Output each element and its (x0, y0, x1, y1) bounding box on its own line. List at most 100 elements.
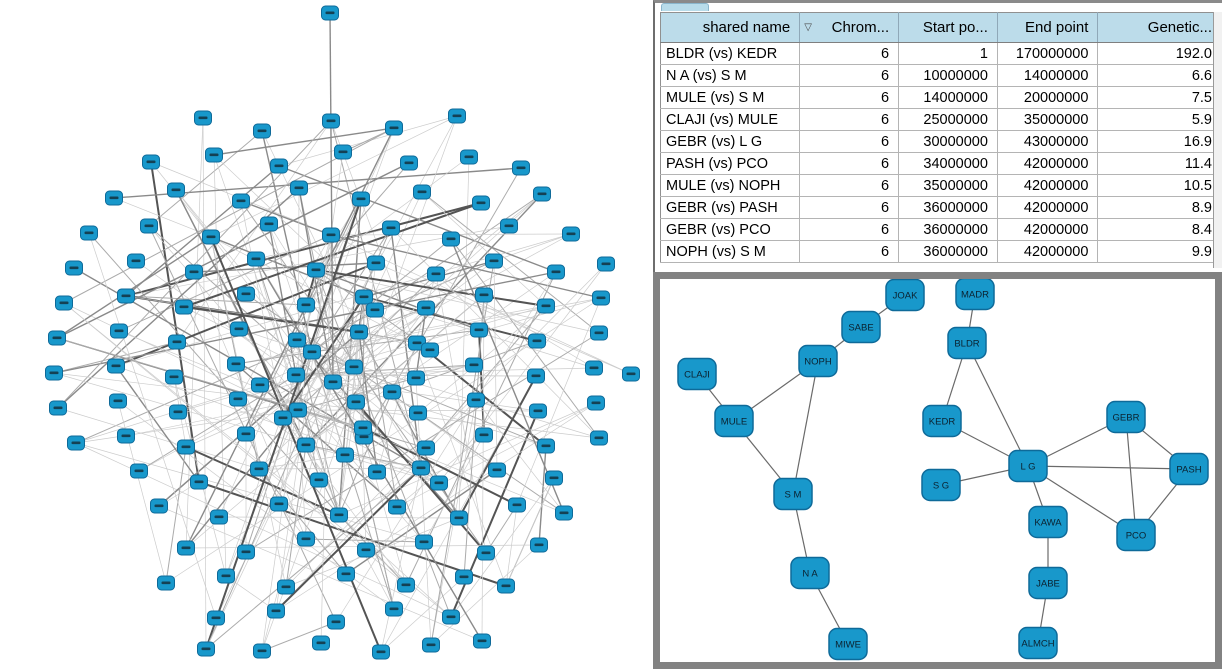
network-node[interactable] (251, 377, 269, 393)
network-node[interactable] (109, 393, 127, 409)
network-node[interactable] (190, 474, 208, 490)
network-node[interactable]: S G (921, 468, 961, 502)
network-node[interactable] (330, 507, 348, 523)
network-node[interactable] (470, 322, 488, 338)
network-node[interactable] (590, 325, 608, 341)
network-node[interactable] (322, 113, 340, 129)
network-node[interactable] (210, 509, 228, 525)
network-node[interactable] (427, 266, 445, 282)
network-node[interactable] (485, 253, 503, 269)
network-node[interactable]: MULE (714, 404, 754, 438)
network-node[interactable] (168, 334, 186, 350)
network-node[interactable] (537, 438, 555, 454)
network-node[interactable] (307, 262, 325, 278)
network-node[interactable] (253, 123, 271, 139)
network-node[interactable] (562, 226, 580, 242)
network-node[interactable] (165, 369, 183, 385)
network-node[interactable] (400, 155, 418, 171)
network-node[interactable]: CLAJI (677, 357, 717, 391)
network-node[interactable] (527, 368, 545, 384)
network-node[interactable] (422, 637, 440, 653)
network-node[interactable] (350, 324, 368, 340)
network-node[interactable] (197, 641, 215, 657)
network-node[interactable] (277, 579, 295, 595)
network-node[interactable] (417, 300, 435, 316)
network-node[interactable] (312, 635, 330, 651)
network-node[interactable] (430, 475, 448, 491)
network-node[interactable] (475, 287, 493, 303)
table-row[interactable]: GEBR (vs) L G 6 30000000 43000000 16.9 (660, 130, 1222, 153)
network-node[interactable] (327, 614, 345, 630)
table-row[interactable]: PASH (vs) PCO 6 34000000 42000000 11.4 (660, 152, 1222, 175)
column-header[interactable]: ▽ Chrom... (799, 12, 900, 43)
network-node[interactable] (382, 220, 400, 236)
table-row[interactable]: CLAJI (vs) MULE 6 25000000 35000000 5.9 (660, 108, 1222, 131)
network-node[interactable] (270, 158, 288, 174)
network-node[interactable] (237, 426, 255, 442)
network-node[interactable] (448, 108, 466, 124)
network-node[interactable] (413, 184, 431, 200)
network-node[interactable]: PCO (1116, 518, 1156, 552)
column-header[interactable]: End point (997, 12, 1099, 43)
network-node[interactable] (336, 447, 354, 463)
network-node[interactable] (297, 531, 315, 547)
network-node[interactable] (230, 321, 248, 337)
network-node[interactable] (477, 545, 495, 561)
network-node[interactable] (175, 299, 193, 315)
network-node[interactable] (289, 402, 307, 418)
network-node[interactable] (142, 154, 160, 170)
network-node[interactable] (237, 544, 255, 560)
network-node[interactable] (622, 366, 640, 382)
table-scrollbar[interactable] (1213, 12, 1222, 268)
network-node[interactable] (49, 400, 67, 416)
network-node[interactable] (337, 566, 355, 582)
network-edge[interactable] (1125, 416, 1137, 536)
network-node[interactable] (597, 256, 615, 272)
table-row[interactable]: GEBR (vs) PCO 6 36000000 42000000 8.4 (660, 218, 1222, 241)
network-node[interactable] (287, 367, 305, 383)
network-node[interactable]: MIWE (828, 627, 868, 661)
network-edge[interactable] (966, 342, 1029, 467)
network-node[interactable] (366, 302, 384, 318)
network-node[interactable] (512, 160, 530, 176)
network-node[interactable] (48, 330, 66, 346)
network-node[interactable] (117, 428, 135, 444)
network-node[interactable] (409, 405, 427, 421)
network-node[interactable] (545, 470, 563, 486)
network-node[interactable] (547, 264, 565, 280)
network-node[interactable]: PASH (1169, 452, 1209, 486)
table-row[interactable]: MULE (vs) NOPH 6 35000000 42000000 10.5 (660, 174, 1222, 197)
network-node[interactable] (67, 435, 85, 451)
network-node[interactable] (110, 323, 128, 339)
network-node[interactable] (45, 365, 63, 381)
network-node[interactable] (407, 370, 425, 386)
network-node[interactable] (324, 374, 342, 390)
network-node[interactable] (385, 601, 403, 617)
network-node[interactable] (290, 180, 308, 196)
network-edge[interactable] (792, 360, 819, 495)
network-node[interactable] (450, 510, 468, 526)
network-node[interactable] (303, 344, 321, 360)
network-node[interactable] (167, 182, 185, 198)
network-node[interactable] (185, 264, 203, 280)
network-node[interactable] (217, 568, 235, 584)
network-node[interactable] (322, 227, 340, 243)
network-node[interactable]: BLDR (947, 326, 987, 360)
network-node[interactable] (297, 297, 315, 313)
network-node[interactable] (500, 218, 518, 234)
table-row[interactable]: NOPH (vs) S M 6 36000000 42000000 9.9 (660, 240, 1222, 263)
table-row[interactable]: BLDR (vs) KEDR 6 1 170000000 192.0 (660, 42, 1222, 65)
network-node[interactable] (288, 332, 306, 348)
network-node[interactable] (253, 643, 271, 659)
table-row[interactable]: MULE (vs) S M 6 14000000 20000000 7.5 (660, 86, 1222, 109)
column-header[interactable]: Start po... (898, 12, 998, 43)
network-node[interactable] (372, 644, 390, 660)
network-node[interactable] (352, 191, 370, 207)
network-node[interactable] (465, 357, 483, 373)
network-node[interactable]: JOAK (885, 279, 925, 312)
network-node[interactable] (367, 255, 385, 271)
network-node[interactable] (555, 505, 573, 521)
network-node[interactable] (585, 360, 603, 376)
network-node[interactable] (150, 498, 168, 514)
network-node[interactable]: ALMCH (1018, 626, 1058, 660)
